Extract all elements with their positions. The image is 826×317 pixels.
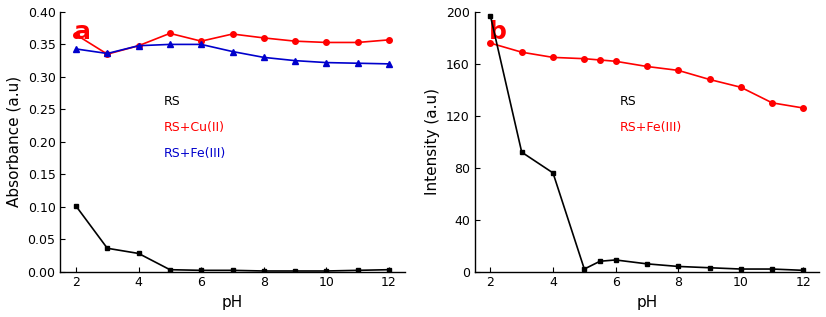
Text: b: b — [488, 20, 506, 44]
Text: RS+Fe(III): RS+Fe(III) — [620, 121, 681, 134]
Text: RS: RS — [164, 95, 180, 108]
X-axis label: pH: pH — [222, 295, 243, 310]
Y-axis label: Intensity (a.u): Intensity (a.u) — [425, 88, 440, 195]
Y-axis label: Absorbance (a.u): Absorbance (a.u) — [7, 76, 22, 207]
Text: RS+Cu(II): RS+Cu(II) — [164, 121, 225, 134]
Text: a: a — [74, 20, 91, 44]
Text: RS+Fe(III): RS+Fe(III) — [164, 147, 225, 160]
Text: RS: RS — [620, 95, 636, 108]
X-axis label: pH: pH — [636, 295, 657, 310]
